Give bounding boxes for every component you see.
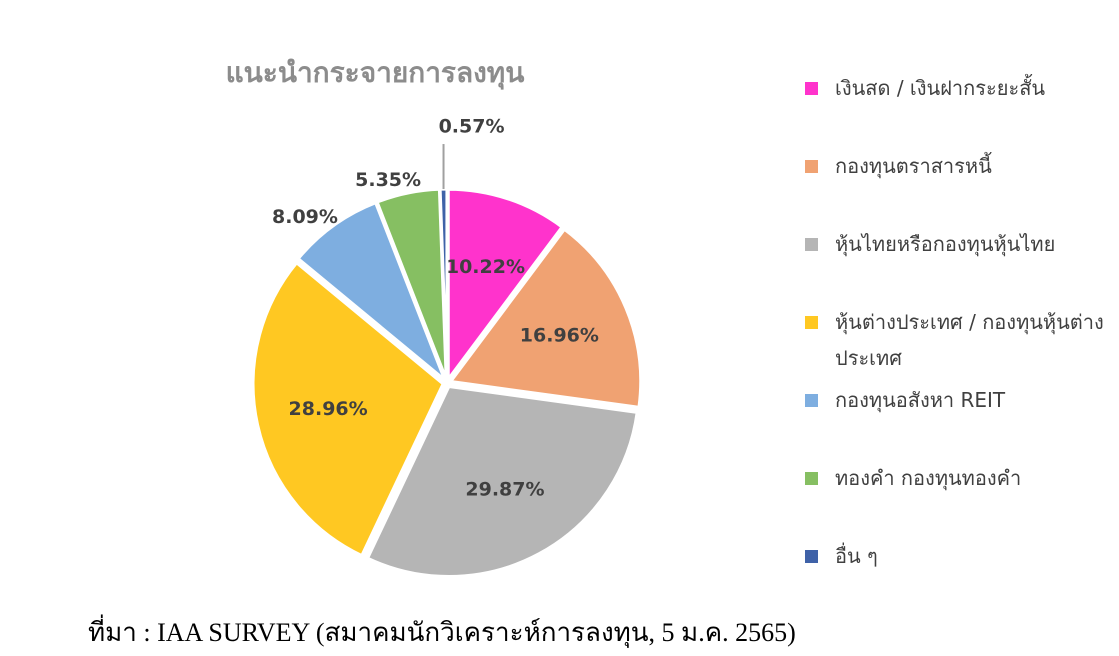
legend-item: เงินสด / เงินฝากระยะสั้น [805, 70, 1105, 106]
pie-slice [446, 187, 565, 384]
data-label: 10.22% [446, 256, 525, 278]
legend-swatch [805, 472, 818, 485]
legend-item: กองทุนอสังหา REIT [805, 382, 1105, 418]
data-label: 5.35% [355, 169, 421, 191]
legend-label: อื่น ๆ [835, 544, 878, 568]
legend-label: กองทุนอสังหา REIT [835, 388, 1006, 412]
pie-slice [447, 227, 643, 410]
pie-slice [251, 260, 445, 558]
legend-swatch [805, 82, 818, 95]
legend-swatch [805, 394, 818, 407]
legend-label: กองทุนตราสารหนี้ [835, 154, 992, 178]
data-label: 29.87% [465, 479, 544, 501]
legend-label: เงินสด / เงินฝากระยะสั้น [835, 76, 1046, 100]
data-label: 16.96% [520, 325, 599, 347]
legend-item: อื่น ๆ [805, 538, 1105, 574]
data-label: 28.96% [289, 398, 368, 420]
legend-swatch [805, 316, 818, 329]
source-note: ที่มา : IAA SURVEY (สมาคมนักวิเคราะห์การ… [88, 618, 796, 647]
legend-swatch [805, 550, 818, 563]
chart-title: แนะนำกระจายการลงทุน [226, 56, 525, 90]
data-label: 0.57% [439, 116, 505, 138]
legend-item: ทองคำ กองทุนทองคำ [805, 460, 1105, 496]
legend-label: หุ้นไทยหรือกองทุนหุ้นไทย [835, 232, 1056, 256]
legend-label: ทองคำ กองทุนทองคำ [835, 466, 1022, 490]
pie-slice [365, 384, 639, 578]
legend-swatch [805, 238, 818, 251]
legend-label: หุ้นต่างประเทศ / กองทุนหุ้นต่างประเทศ [835, 310, 1104, 370]
legend-item: กองทุนตราสารหนี้ [805, 148, 1105, 184]
legend-item: หุ้นไทยหรือกองทุนหุ้นไทย [805, 226, 1105, 262]
data-label: 8.09% [272, 206, 338, 228]
pie-slice [296, 200, 449, 385]
legend-item: หุ้นต่างประเทศ / กองทุนหุ้นต่างประเทศ [805, 304, 1105, 376]
legend-swatch [805, 160, 818, 173]
pie: 10.22% 16.96% 29.87% 28.96% 8.09% 5.35% 0.57% [251, 116, 643, 578]
